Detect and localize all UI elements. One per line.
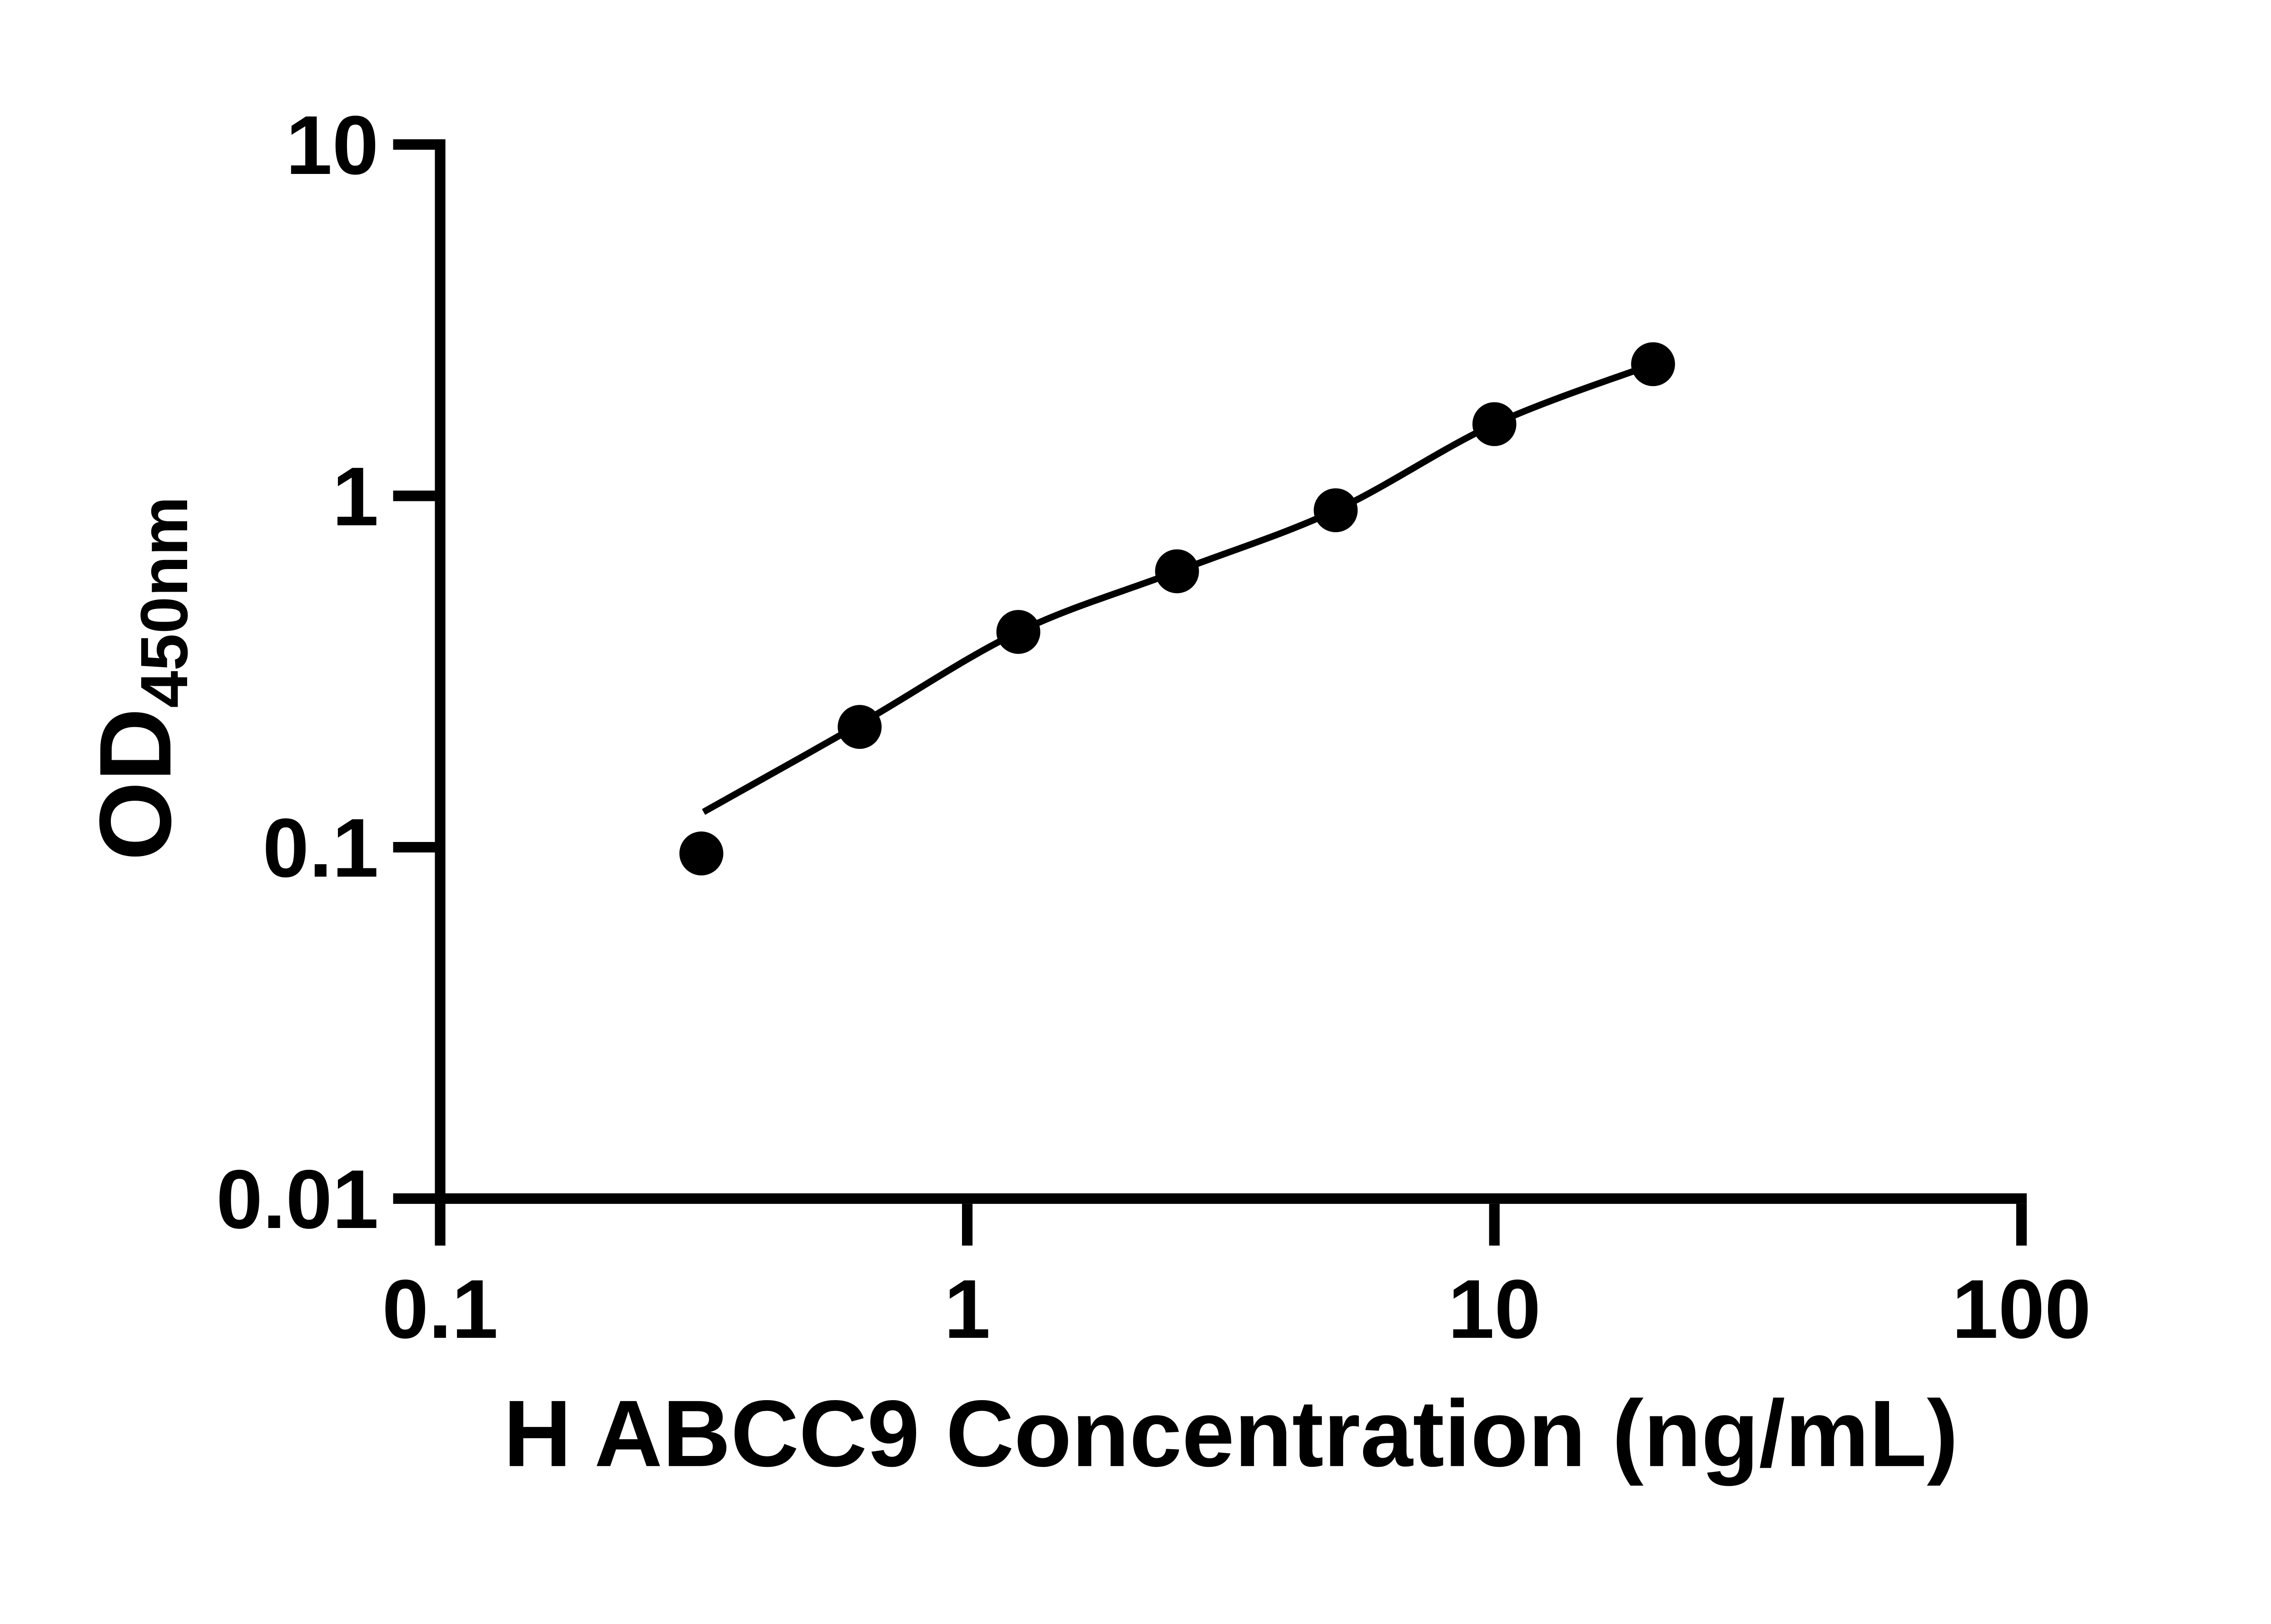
data-point <box>1155 549 1199 594</box>
data-point <box>1472 402 1517 446</box>
elisa-curve-figure: 0.1 1 10 100 0.01 0.1 1 10 H ABCC9 Concentratio… <box>78 98 2091 1487</box>
y-axis-title: OD450nm <box>78 496 202 861</box>
data-point <box>996 610 1041 654</box>
y-tick-label: 0.1 <box>263 801 378 894</box>
data-point <box>1631 342 1675 386</box>
x-tick-label: 0.1 <box>382 1263 498 1356</box>
y-tick-label: 1 <box>332 450 378 543</box>
y-tick-label: 0.01 <box>216 1153 379 1246</box>
y-tick-label: 10 <box>286 99 378 192</box>
x-tick-label: 100 <box>1952 1263 2091 1356</box>
x-axis-title: H ABCC9 Concentration (ng/mL) <box>503 1381 1958 1486</box>
data-point <box>1314 488 1358 532</box>
data-point <box>838 705 882 749</box>
y-axis-title-main: OD <box>78 708 192 861</box>
y-axis-title-subscript: 450nm <box>127 496 202 708</box>
data-point <box>679 831 724 876</box>
x-tick-label: 1 <box>944 1263 990 1356</box>
x-tick-label: 10 <box>1448 1263 1541 1356</box>
